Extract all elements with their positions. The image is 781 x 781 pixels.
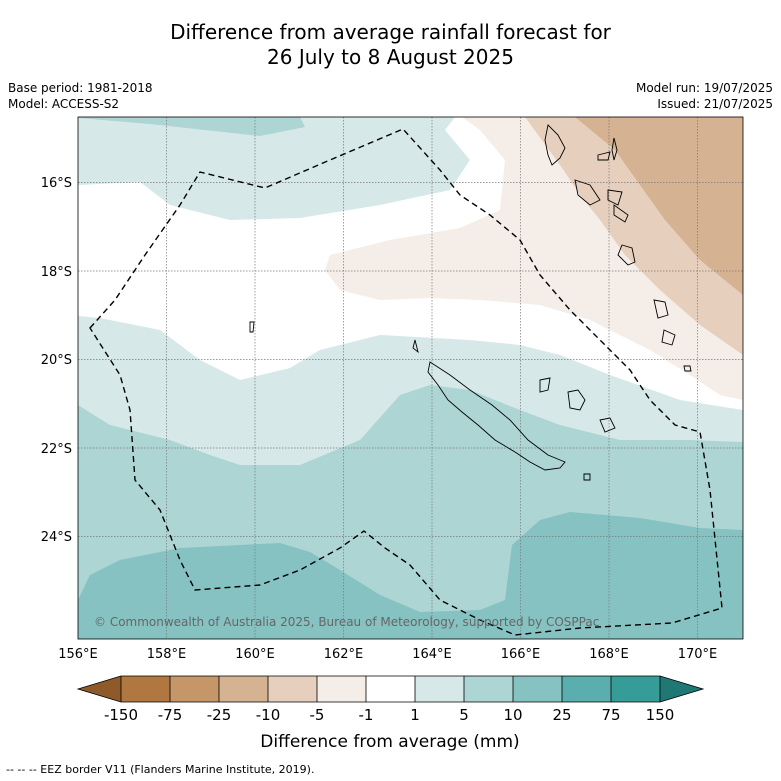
colorbar-segment <box>513 676 562 702</box>
colorbar-tick-label: 10 <box>503 706 522 724</box>
map-frame <box>77 116 744 640</box>
lat-label: 16°S <box>41 176 72 191</box>
vanuatu-tanna <box>661 329 676 346</box>
lat-label: 24°S <box>41 530 72 545</box>
lon-label: 160°E <box>235 647 275 662</box>
colorbar-segment <box>121 676 170 702</box>
colorbar-segment <box>219 676 268 702</box>
island-loyalty-4 <box>583 473 591 481</box>
colorbar-tick-label: -1 <box>359 706 374 724</box>
land-outlines <box>249 124 692 481</box>
map-title: Difference from average rainfall forecas… <box>0 20 781 70</box>
island-loyalty-2 <box>567 389 586 411</box>
rainfall-field <box>78 117 743 639</box>
colorbar-segment <box>366 676 415 702</box>
colorbar: -150 -75 -25 -10 -5 -1 1 5 10 25 75 150 … <box>76 675 705 752</box>
band-10-25 <box>78 512 743 639</box>
colorbar-extend-high <box>660 676 703 702</box>
model-run: Model run: 19/07/2025 <box>635 81 773 95</box>
colorbar-segment <box>464 676 513 702</box>
vanuatu-north <box>544 124 566 166</box>
lon-label: 168°E <box>589 647 629 662</box>
colorbar-segment <box>611 676 660 702</box>
colorbar-tick-label: -10 <box>256 706 281 724</box>
lon-label: 164°E <box>412 647 452 662</box>
band-minus25-minus10 <box>575 117 743 295</box>
colorbar-tick-label: 1 <box>410 706 420 724</box>
lat-label: 20°S <box>41 353 72 368</box>
colorbar-tick-label: -150 <box>104 706 138 724</box>
vanuatu-island-b <box>611 137 618 161</box>
vanuatu-santo <box>574 179 601 206</box>
lon-label: 166°E <box>501 647 541 662</box>
vanuatu-erromango <box>653 299 669 319</box>
vanuatu-efate <box>617 244 636 266</box>
band-5-10-top <box>78 117 305 136</box>
colorbar-segment <box>170 676 219 702</box>
colorbar-tick-label: -25 <box>207 706 232 724</box>
colorbar-segment <box>317 676 366 702</box>
colorbar-tick-label: -75 <box>158 706 183 724</box>
eez-border <box>89 128 723 636</box>
model-name: Model: ACCESS-S2 <box>8 97 120 111</box>
colorbar-extend-low <box>78 676 121 702</box>
vanuatu-island-c <box>613 204 629 223</box>
lat-labels: 16°S 18°S 20°S 22°S 24°S <box>41 176 72 545</box>
colorbar-tick-label: 5 <box>459 706 469 724</box>
colorbar-segment <box>268 676 317 702</box>
colorbar-tick-label: 25 <box>552 706 571 724</box>
issued-date: Issued: 21/07/2025 <box>657 97 773 111</box>
title-line-1: Difference from average rainfall forecas… <box>170 20 611 44</box>
colorbar-segment <box>415 676 464 702</box>
new-caledonia <box>427 361 566 471</box>
island-loyalty-1 <box>539 377 551 393</box>
meta-left: Base period: 1981-2018 Model: ACCESS-S2 <box>8 80 153 112</box>
lon-label: 170°E <box>678 647 718 662</box>
title-line-2: 26 July to 8 August 2025 <box>267 45 514 69</box>
graticule <box>78 117 743 639</box>
base-period: Base period: 1981-2018 <box>8 81 153 95</box>
colorbar-segment <box>562 676 611 702</box>
lon-label: 156°E <box>58 647 98 662</box>
copyright-text: © Commonwealth of Australia 2025, Bureau… <box>94 615 599 629</box>
colorbar-tick-label: -5 <box>310 706 325 724</box>
lon-label: 158°E <box>147 647 187 662</box>
lon-labels: 156°E 158°E 160°E 162°E 164°E 166°E 168°… <box>58 647 717 662</box>
lat-label: 22°S <box>41 442 72 457</box>
island-chesterfield <box>249 321 255 333</box>
colorbar-tick-label: 75 <box>601 706 620 724</box>
vanuatu-malekula <box>607 189 623 206</box>
meta-right: Model run: 19/07/2025 Issued: 21/07/2025 <box>636 80 773 112</box>
vanuatu-aneityum <box>683 365 692 372</box>
lat-label: 18°S <box>41 265 72 280</box>
vanuatu-island-a <box>597 151 611 161</box>
eez-footnote: -- -- -- EEZ border V11 (Flanders Marine… <box>6 763 315 776</box>
colorbar-tick-label: 150 <box>646 706 675 724</box>
lon-label: 162°E <box>324 647 364 662</box>
island-small <box>412 339 419 354</box>
colorbar-label: Difference from average (mm) <box>260 732 519 752</box>
island-loyalty-3 <box>599 417 616 433</box>
